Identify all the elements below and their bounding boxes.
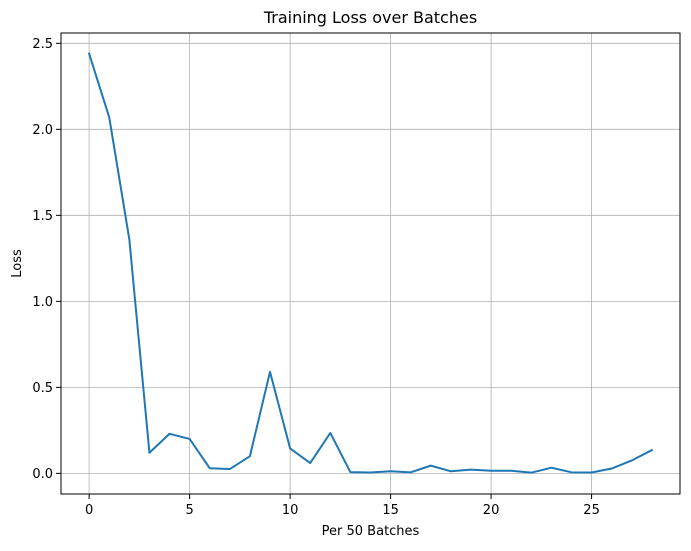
y-tick-label: 2.0 bbox=[32, 123, 53, 138]
x-tick-label: 15 bbox=[382, 503, 399, 518]
chart-title: Training Loss over Batches bbox=[263, 8, 477, 27]
y-tick-label: 2.5 bbox=[32, 37, 53, 52]
x-axis-label: Per 50 Batches bbox=[322, 524, 420, 539]
x-tick-label: 5 bbox=[185, 503, 193, 518]
x-tick-label: 0 bbox=[85, 503, 93, 518]
x-tick-label: 25 bbox=[583, 503, 600, 518]
y-axis-label: Loss bbox=[10, 249, 25, 278]
y-tick-label: 1.5 bbox=[32, 209, 53, 224]
x-tick-label: 10 bbox=[282, 503, 299, 518]
series-layer bbox=[87, 52, 654, 474]
plot-frame bbox=[60, 32, 681, 495]
grid-layer bbox=[61, 33, 680, 494]
x-tick-label: 20 bbox=[483, 503, 500, 518]
y-tick-label: 1.0 bbox=[32, 295, 53, 310]
ticks-layer: 0 5 10 15 20 25 0.0 0.5 1.0 1.5 2.0 2.5 bbox=[32, 37, 600, 518]
y-tick-label: 0.5 bbox=[32, 381, 53, 396]
series-line-0 bbox=[87, 52, 654, 474]
y-tick-label: 0.0 bbox=[32, 467, 53, 482]
